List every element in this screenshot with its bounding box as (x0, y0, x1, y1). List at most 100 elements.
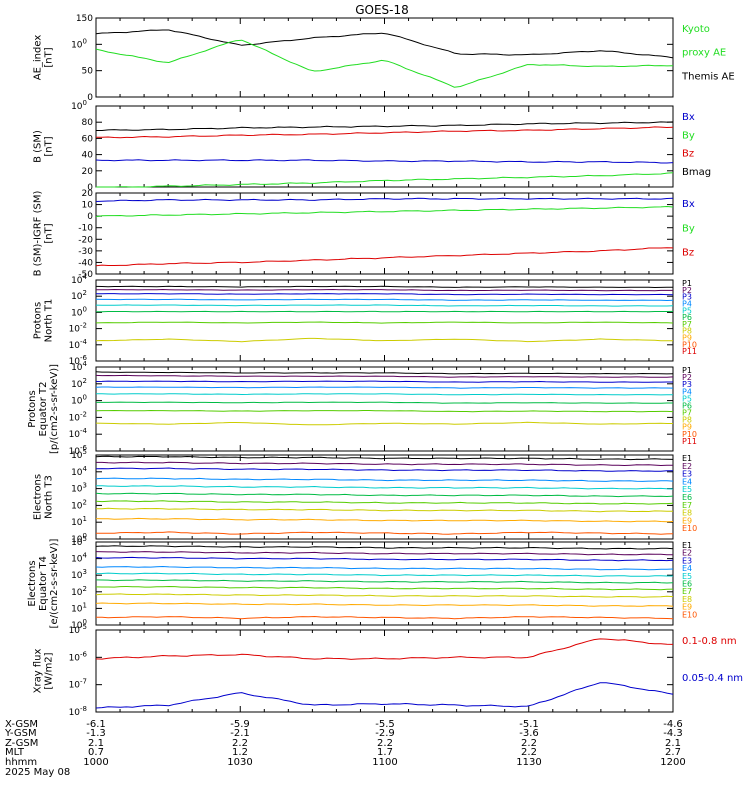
series-p1 (95, 371, 674, 375)
y-tick-label: 102 (71, 585, 87, 598)
y-tick-label: -50 (78, 270, 93, 280)
y-tick-label: 10-4 (69, 427, 88, 440)
series-0-1-0-8-nm (95, 638, 674, 660)
series-e3 (95, 556, 674, 562)
legend-entry: 0.05-0.4 nm (682, 673, 743, 684)
footer-row-label: hhmm (5, 757, 37, 768)
panel-frame (95, 366, 674, 452)
legend-entry: E5 (682, 485, 692, 494)
footer-value: -3.6 (519, 728, 539, 739)
panel-bigrf: -50 -40-30 -20-10 010 20 B (SM)-IGRF (SM) [nT]… (33, 189, 695, 280)
legend-entry: P5 (682, 306, 692, 315)
series-p8 (95, 421, 673, 426)
y-tick-label: 100 (71, 394, 87, 407)
y-axis-label: [nT] (44, 223, 55, 243)
legend-entry: P10 (682, 430, 697, 439)
legend-entry: P8 (682, 327, 692, 336)
legend-entry: By (682, 223, 695, 234)
legend-entry: E5 (682, 572, 692, 581)
footer-value: 1000 (83, 757, 108, 768)
y-tick-label: 10-7 (69, 678, 87, 691)
series-p5 (96, 393, 673, 396)
series-p3 (95, 380, 673, 383)
y-tick-label: 103 (71, 482, 87, 495)
footer: X-GSM -6.1 -5.9 -5.5 -5.1 -4.6 Y-GSM -1.3 -2.1 -2… (4, 719, 686, 778)
y-axis-label: [nT] (44, 47, 55, 67)
panel-frame (95, 192, 674, 275)
series-p4 (95, 386, 674, 389)
y-axis-label: Electrons (33, 474, 44, 520)
series-bx (95, 159, 674, 164)
legend-entry: E10 (682, 610, 697, 619)
y-tick-label: -40 (78, 258, 93, 268)
y-tick-label: 105 (71, 448, 87, 461)
y-axis-label: [W/m2] (44, 652, 55, 689)
legend-entry: Bz (682, 248, 694, 259)
y-axis-label: B (SM)-IGRF (SM) (33, 191, 44, 277)
y-tick-label: 150 (76, 14, 93, 24)
panel-frame (95, 629, 674, 713)
footer-value: 1030 (227, 757, 252, 768)
y-tick-label: 80 (82, 118, 94, 128)
y-tick-label: 0 (87, 183, 93, 193)
legend-entry: P1 (682, 279, 692, 288)
footer-row-label: Z-GSM (5, 738, 38, 749)
legend-entry: E3 (682, 556, 692, 565)
series-p1 (95, 285, 673, 289)
legend-entry: Themis AE (681, 71, 735, 82)
series-e4 (95, 565, 674, 571)
series-p7 (95, 409, 674, 413)
legend-entry: Bmag (682, 167, 711, 178)
legend-entry: E4 (682, 477, 692, 486)
y-axis-label: B (SM) (33, 130, 44, 163)
legend-entry: E4 (682, 564, 692, 573)
legend-entry: P2 (682, 286, 692, 295)
footer-value: -5.9 (230, 719, 250, 730)
legend-entry: P7 (682, 409, 692, 418)
y-axis-label: Electrons (27, 560, 38, 606)
footer-row-label: Y-GSM (4, 728, 37, 739)
series-p2 (95, 374, 674, 378)
y-axis-label: Xray flux (33, 649, 44, 694)
series-p5 (95, 304, 674, 307)
y-tick-label: 10-6 (69, 354, 88, 367)
panel-bsm: 0 20 40 60 80 100 B (SM) [nT] Bx By Bz Bmag (33, 99, 712, 193)
series-kyoto-proxy-ae (95, 39, 674, 88)
series-e5 (95, 485, 674, 490)
panel-ee: 100 101 102 103 104 105 Electrons Equator T4 [e/… (27, 535, 697, 631)
y-axis-label: Protons (33, 302, 44, 339)
series-e2 (96, 461, 674, 467)
series-p3 (96, 293, 674, 296)
y-tick-label: 104 (71, 465, 87, 478)
legend-entry: P2 (682, 373, 692, 382)
footer-value: 1.2 (232, 747, 248, 758)
series-e8 (95, 507, 673, 513)
series-e3 (95, 467, 674, 472)
footer-value: -5.1 (519, 719, 539, 730)
y-tick-label: 101 (71, 601, 87, 614)
y-tick-label: 10-6 (69, 650, 88, 663)
legend-entry: E3 (682, 470, 692, 479)
y-tick-label: 100 (71, 618, 87, 631)
y-tick-label: 60 (82, 134, 94, 144)
panel-ae: 0 50 100 150 AE_index [nT] Kyoto proxy AE Themis… (33, 14, 735, 103)
series-e9 (95, 602, 674, 607)
series-e1 (95, 545, 674, 550)
legend-entry: E2 (682, 549, 692, 558)
y-tick-label: 40 (82, 151, 94, 161)
legend-entry: P11 (682, 437, 697, 446)
y-axis-label: North T3 (44, 475, 55, 519)
y-tick-label: 10 (82, 201, 94, 211)
panel-frame (95, 105, 674, 188)
series-e7 (95, 585, 674, 591)
legend-entry: Kyoto (682, 24, 710, 35)
y-tick-label: 10-4 (69, 338, 88, 351)
series-e8 (95, 593, 674, 598)
series-e6 (95, 492, 674, 498)
footer-value: -6.1 (86, 719, 106, 730)
y-tick-label: 105 (71, 535, 87, 548)
y-tick-label: 100 (71, 305, 87, 318)
